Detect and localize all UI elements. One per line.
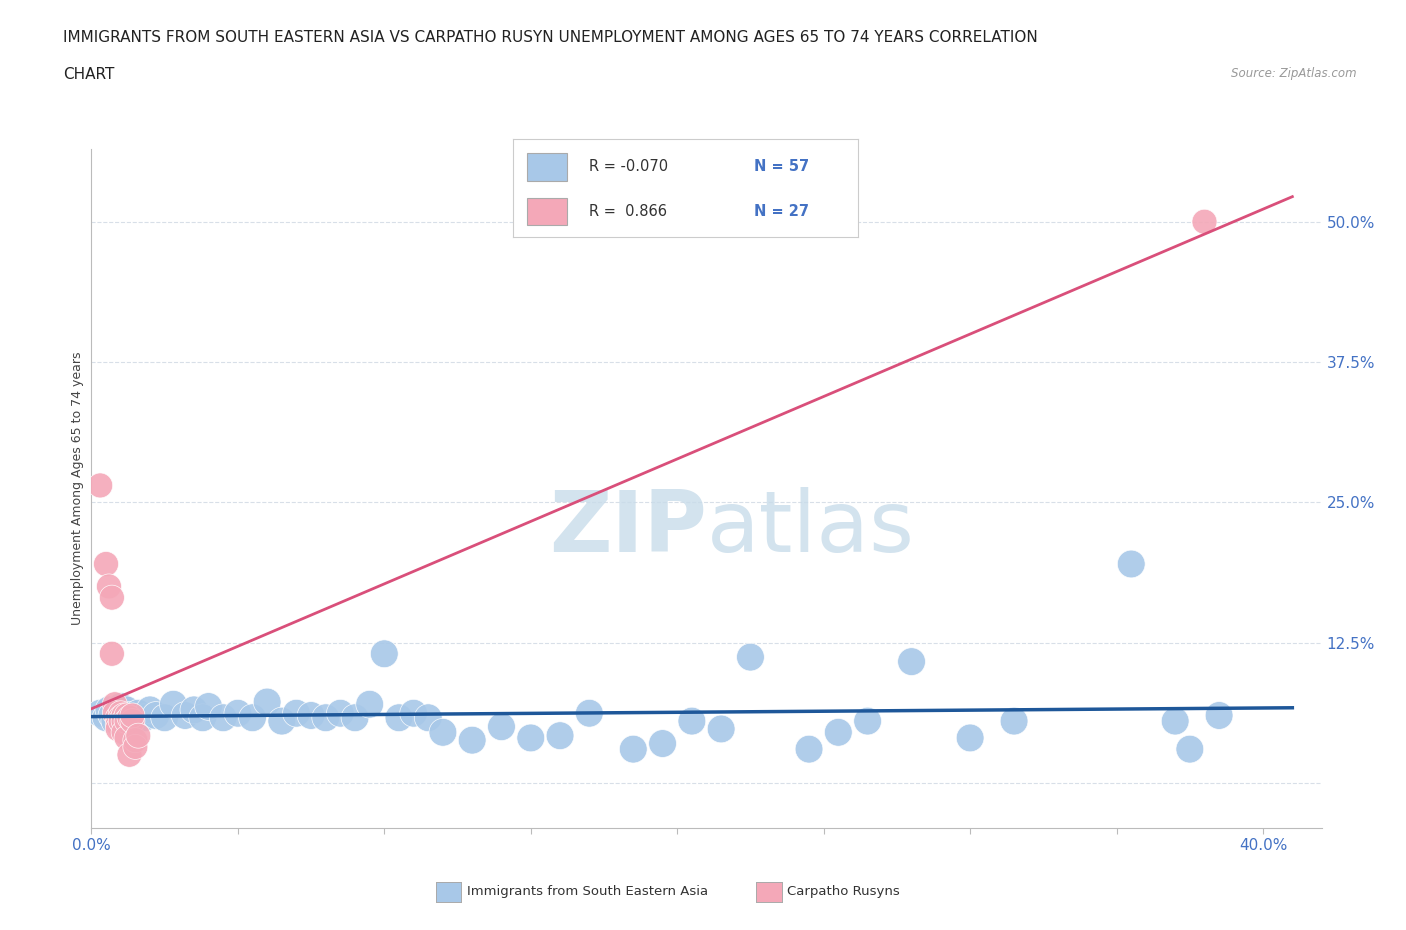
Ellipse shape — [707, 715, 735, 743]
Ellipse shape — [458, 726, 486, 754]
Ellipse shape — [620, 736, 647, 763]
Ellipse shape — [737, 644, 765, 671]
Ellipse shape — [107, 693, 135, 721]
Ellipse shape — [94, 551, 118, 577]
Ellipse shape — [108, 700, 134, 725]
Ellipse shape — [385, 704, 413, 732]
Ellipse shape — [114, 709, 139, 734]
Ellipse shape — [142, 701, 170, 729]
Ellipse shape — [115, 701, 143, 729]
Ellipse shape — [326, 699, 354, 727]
Ellipse shape — [117, 705, 142, 730]
Ellipse shape — [114, 703, 139, 728]
Ellipse shape — [897, 647, 925, 675]
Ellipse shape — [131, 704, 157, 732]
Ellipse shape — [125, 724, 150, 748]
Ellipse shape — [124, 699, 152, 727]
Ellipse shape — [101, 707, 129, 735]
Ellipse shape — [1175, 736, 1204, 763]
Ellipse shape — [122, 727, 148, 752]
Ellipse shape — [111, 709, 136, 734]
Ellipse shape — [93, 704, 120, 732]
Ellipse shape — [1000, 707, 1028, 735]
Ellipse shape — [488, 712, 516, 740]
Ellipse shape — [100, 642, 124, 666]
Y-axis label: Unemployment Among Ages 65 to 74 years: Unemployment Among Ages 65 to 74 years — [72, 352, 84, 625]
Text: ZIP: ZIP — [548, 487, 706, 570]
Ellipse shape — [87, 473, 112, 498]
Ellipse shape — [108, 709, 134, 734]
Ellipse shape — [575, 699, 603, 727]
Text: Immigrants from South Eastern Asia: Immigrants from South Eastern Asia — [467, 885, 707, 898]
FancyBboxPatch shape — [527, 198, 567, 225]
Text: Carpatho Rusyns: Carpatho Rusyns — [787, 885, 900, 898]
Ellipse shape — [1205, 701, 1233, 729]
Ellipse shape — [517, 724, 544, 751]
Text: R = -0.070: R = -0.070 — [589, 159, 668, 174]
Text: atlas: atlas — [706, 487, 914, 570]
Ellipse shape — [209, 704, 238, 732]
Ellipse shape — [105, 712, 131, 737]
Ellipse shape — [120, 709, 145, 734]
Ellipse shape — [194, 693, 222, 721]
Ellipse shape — [297, 701, 325, 729]
Ellipse shape — [356, 690, 384, 718]
Ellipse shape — [86, 699, 114, 727]
Ellipse shape — [121, 707, 149, 735]
Ellipse shape — [108, 705, 134, 730]
Ellipse shape — [98, 701, 125, 729]
Ellipse shape — [1161, 707, 1189, 735]
Ellipse shape — [312, 704, 340, 732]
Text: N = 27: N = 27 — [754, 205, 810, 219]
Ellipse shape — [239, 704, 266, 732]
Text: IMMIGRANTS FROM SOUTH EASTERN ASIA VS CARPATHO RUSYN UNEMPLOYMENT AMONG AGES 65 : IMMIGRANTS FROM SOUTH EASTERN ASIA VS CA… — [63, 30, 1038, 45]
Ellipse shape — [112, 696, 141, 724]
Ellipse shape — [415, 704, 441, 732]
Ellipse shape — [370, 640, 398, 668]
Ellipse shape — [111, 703, 136, 728]
Ellipse shape — [824, 719, 852, 746]
Ellipse shape — [96, 696, 122, 724]
Ellipse shape — [399, 699, 427, 727]
Ellipse shape — [172, 701, 200, 729]
Ellipse shape — [117, 742, 142, 767]
Ellipse shape — [103, 692, 128, 717]
Ellipse shape — [253, 688, 281, 716]
Ellipse shape — [1192, 209, 1218, 234]
Ellipse shape — [105, 716, 131, 741]
Ellipse shape — [150, 704, 179, 732]
Ellipse shape — [188, 704, 217, 732]
Ellipse shape — [678, 707, 706, 735]
Ellipse shape — [648, 730, 676, 757]
Ellipse shape — [796, 736, 823, 763]
Ellipse shape — [105, 705, 131, 730]
Ellipse shape — [159, 690, 187, 718]
Ellipse shape — [342, 704, 368, 732]
Ellipse shape — [103, 700, 128, 725]
Ellipse shape — [122, 735, 148, 760]
Ellipse shape — [114, 725, 139, 751]
Ellipse shape — [111, 720, 136, 745]
Ellipse shape — [120, 703, 145, 728]
Text: Source: ZipAtlas.com: Source: ZipAtlas.com — [1232, 67, 1357, 80]
FancyBboxPatch shape — [527, 153, 567, 180]
Text: R =  0.866: R = 0.866 — [589, 205, 666, 219]
Ellipse shape — [429, 719, 457, 746]
Ellipse shape — [853, 707, 882, 735]
Ellipse shape — [283, 699, 311, 727]
Ellipse shape — [110, 704, 138, 732]
Ellipse shape — [224, 699, 252, 727]
Ellipse shape — [104, 699, 132, 727]
Ellipse shape — [546, 722, 574, 750]
Ellipse shape — [180, 696, 208, 724]
Ellipse shape — [269, 707, 295, 735]
Ellipse shape — [136, 696, 165, 724]
Ellipse shape — [100, 585, 124, 610]
Ellipse shape — [97, 574, 121, 599]
Text: CHART: CHART — [63, 67, 115, 82]
Ellipse shape — [956, 724, 984, 751]
Ellipse shape — [1118, 551, 1144, 578]
Text: N = 57: N = 57 — [754, 159, 810, 174]
